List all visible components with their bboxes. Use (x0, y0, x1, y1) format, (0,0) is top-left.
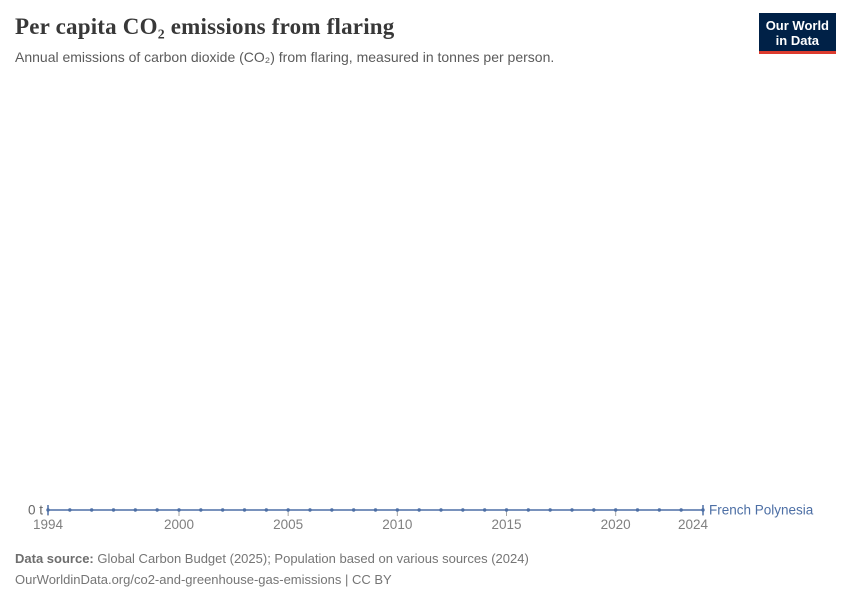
data-point (439, 508, 443, 512)
data-point (242, 508, 247, 512)
data-point (89, 508, 94, 512)
chart-header: Per capita CO₂ emissions from flaring An… (15, 14, 750, 65)
x-axis-tick-label: 2010 (382, 517, 412, 532)
data-point (395, 508, 400, 512)
page-title: Per capita CO₂ emissions from flaring (15, 14, 395, 39)
x-axis-tick-label: 2005 (273, 517, 303, 532)
data-point (199, 508, 203, 512)
y-axis-zero-label: 0 t (28, 503, 43, 518)
x-axis-tick-label: 2020 (601, 517, 631, 532)
data-point (264, 508, 269, 512)
owid-logo[interactable]: Our World in Data (758, 13, 836, 54)
data-point (330, 508, 334, 512)
owid-logo-line2: in Data (775, 33, 820, 48)
data-point (46, 508, 50, 512)
data-source-line: Data source: Global Carbon Budget (2025)… (15, 548, 835, 569)
x-axis-tick-label: 1994 (33, 517, 64, 532)
data-point (570, 508, 574, 512)
data-point (548, 508, 552, 512)
owid-logo-line1: Our World (765, 18, 829, 33)
data-point (526, 508, 531, 512)
data-point (482, 508, 487, 512)
data-point (417, 508, 421, 512)
series-label-french-polynesia: French Polynesia (709, 503, 814, 518)
x-axis-tick-label: 2015 (491, 517, 521, 532)
data-source-label: Data source: (15, 551, 94, 566)
data-point (286, 508, 290, 512)
data-point (461, 508, 465, 512)
chart-subtitle: Annual emissions of carbon dioxide (CO₂)… (15, 49, 555, 65)
data-point (351, 508, 356, 512)
data-point (613, 508, 618, 512)
data-point (701, 508, 705, 512)
data-point (111, 508, 116, 512)
chart-footer: Data source: Global Carbon Budget (2025)… (15, 548, 835, 590)
data-point (373, 508, 378, 512)
data-point (635, 508, 640, 512)
data-point (133, 508, 138, 512)
data-point (679, 508, 683, 512)
data-point (657, 508, 662, 512)
x-axis-tick-label: 2024 (678, 517, 709, 532)
chart-plot-area: 1994 2000 2005 2010 2015 2020 2024 French Polyn… (0, 450, 850, 550)
data-point (220, 508, 225, 512)
data-point (177, 508, 181, 512)
data-source-text: Global Carbon Budget (2025); Population … (93, 551, 529, 566)
owid-url-link[interactable]: OurWorldinData.org/co2-and-greenhouse-ga… (15, 572, 392, 587)
x-axis-tick-label: 2000 (164, 517, 194, 532)
data-point (155, 508, 159, 512)
data-point (308, 508, 312, 512)
data-point (68, 508, 72, 512)
data-point (592, 508, 596, 512)
data-point (504, 508, 509, 512)
